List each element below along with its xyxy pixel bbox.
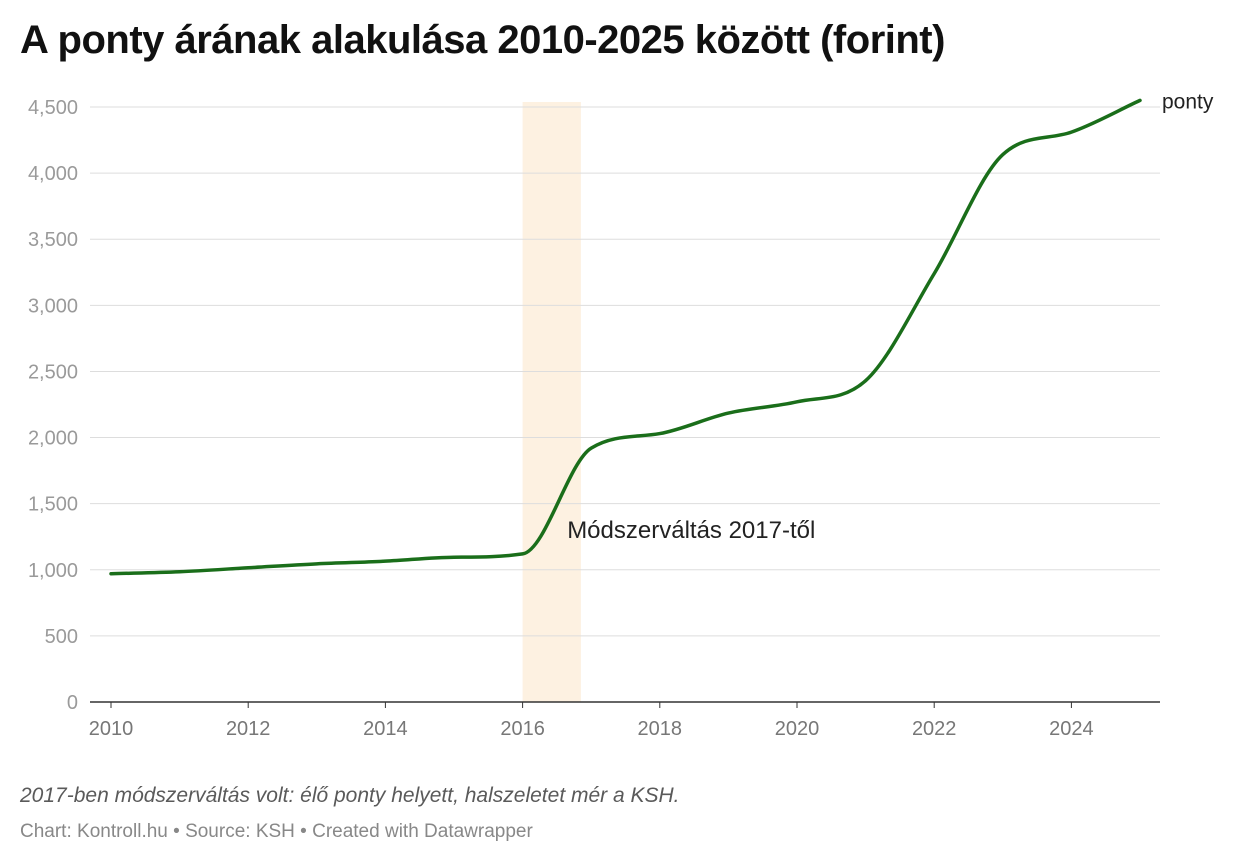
x-tick-label: 2018 <box>638 718 683 740</box>
x-tick-label: 2016 <box>500 718 545 740</box>
x-tick-label: 2020 <box>775 718 820 740</box>
x-tick-label: 2014 <box>363 718 408 740</box>
series-label: ponty <box>1162 90 1214 113</box>
chart-notes: 2017-ben módszerváltás volt: élő ponty h… <box>20 784 680 807</box>
y-tick-label: 4,500 <box>28 97 78 119</box>
x-tick-label: 2022 <box>912 718 957 740</box>
x-axis-ticks: 2010 2012 2014 2016 2018 2020 2022 2024 <box>89 702 1094 740</box>
band-annotation: Módszerváltás 2017-től <box>567 517 815 544</box>
y-tick-label: 3,500 <box>28 229 78 251</box>
x-tick-label: 2010 <box>89 718 134 740</box>
y-tick-label: 1,500 <box>28 494 78 516</box>
y-tick-label: 3,000 <box>28 295 78 317</box>
y-tick-label: 500 <box>45 626 78 648</box>
y-tick-label: 2,000 <box>28 428 78 450</box>
x-tick-label: 2024 <box>1049 718 1094 740</box>
annotation-layer: Módszerváltás 2017-től <box>567 517 815 544</box>
x-tick-label: 2012 <box>226 718 271 740</box>
highlight-band-layer <box>522 102 581 702</box>
y-tick-label: 4,000 <box>28 163 78 185</box>
series-line-ponty <box>109 98 1142 576</box>
y-tick-label: 1,000 <box>28 560 78 582</box>
chart-title: A ponty árának alakulása 2010-2025 közöt… <box>20 18 945 62</box>
highlight-band <box>522 102 581 702</box>
y-tick-label: 2,500 <box>28 361 78 383</box>
series-layer: ponty <box>109 90 1214 576</box>
gridlines <box>90 106 1160 703</box>
chart-credit: Chart: Kontroll.hu • Source: KSH • Creat… <box>20 821 533 842</box>
y-tick-label: 0 <box>67 692 78 714</box>
y-axis-ticks: 0 500 1,000 1,500 2,000 2,500 3,000 3,500 4,000 4… <box>28 97 78 714</box>
